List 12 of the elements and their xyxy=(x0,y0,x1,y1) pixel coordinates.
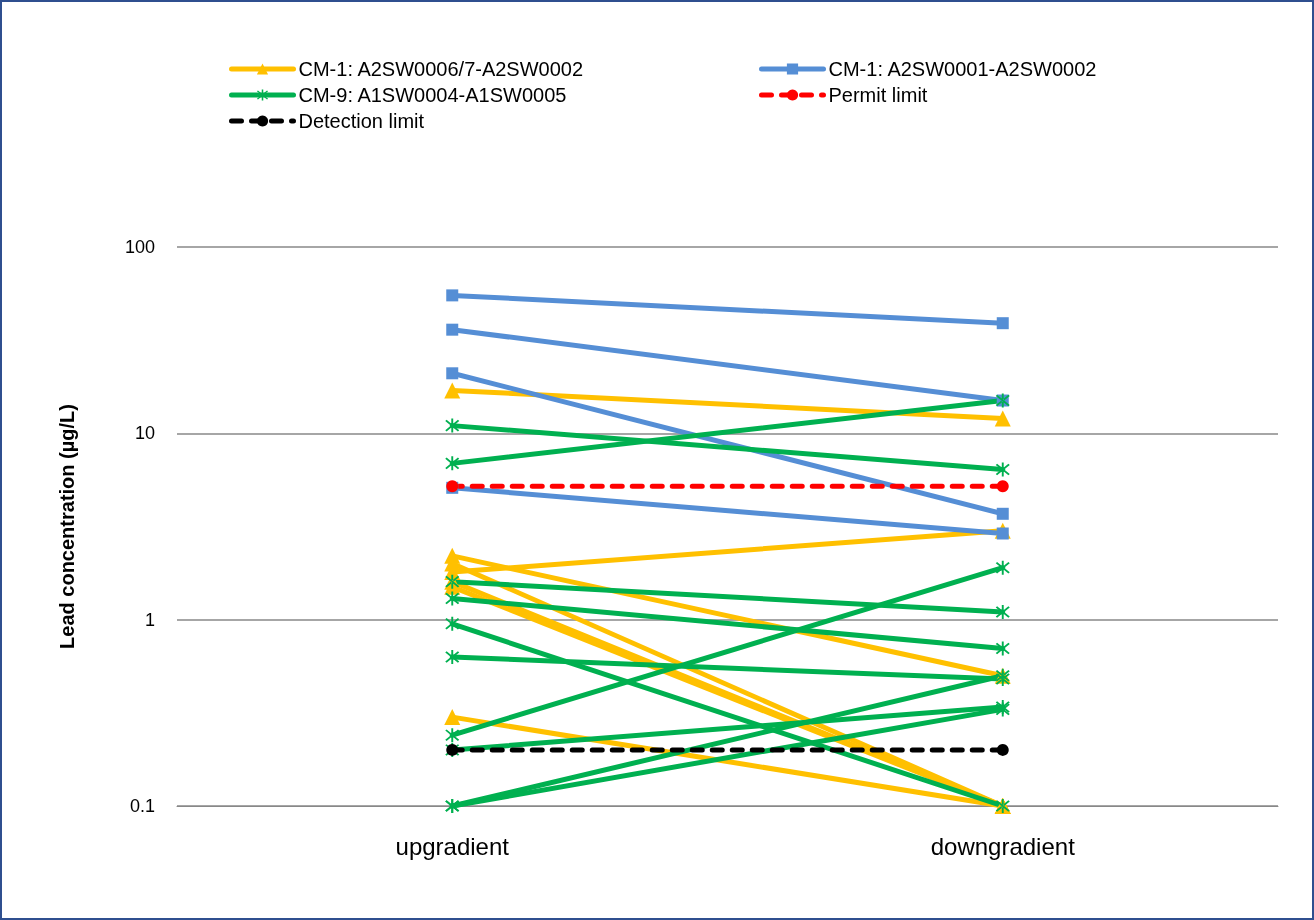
y-tick-label: 0.1 xyxy=(129,796,155,816)
y-tick-label: 100 xyxy=(124,237,155,257)
y-tick-label: 10 xyxy=(134,423,155,444)
legend-label: Permit limit xyxy=(828,84,928,106)
legend-label: CM-9: A1SW0004-A1SW0005 xyxy=(298,84,567,106)
legend-label: CM-1: A2SW0001-A2SW0002 xyxy=(828,58,1097,80)
x-tick-label: upgradient xyxy=(395,832,510,860)
x-tick-label: downgradient xyxy=(930,832,1076,860)
y-tick-label: 1 xyxy=(144,609,155,630)
y-axis-title: Lead concentration (µg/L) xyxy=(56,404,78,649)
legend-label: CM-1: A2SW0006/7-A2SW0002 xyxy=(298,58,584,80)
legend-label: Detection limit xyxy=(298,110,425,132)
